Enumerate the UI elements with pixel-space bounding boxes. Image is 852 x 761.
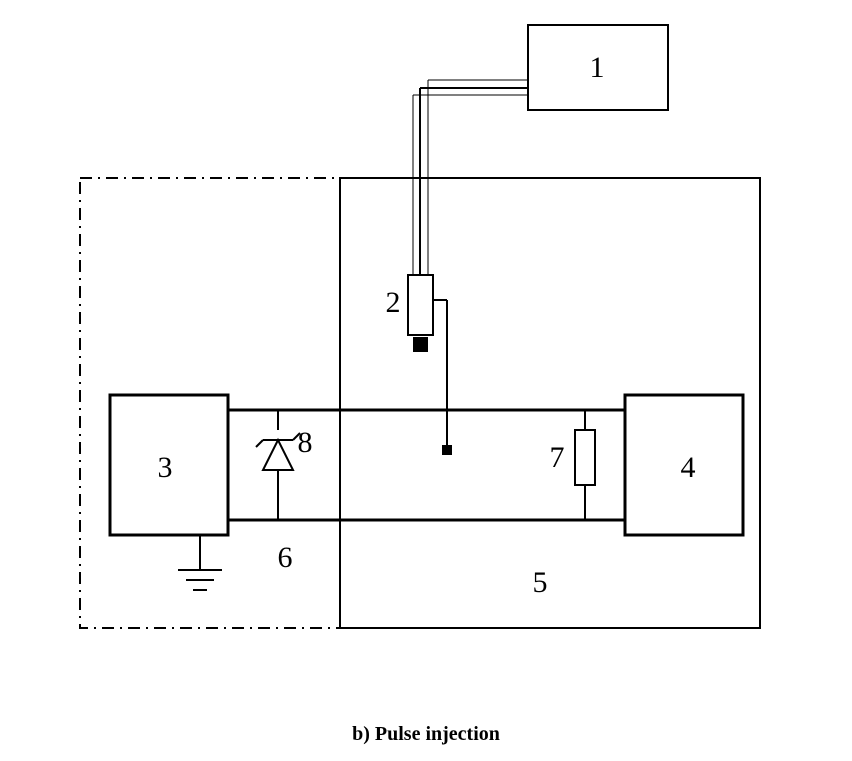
label-8: 8 [298, 426, 313, 459]
sensor-tip [442, 445, 452, 455]
diode-8-zener-bot [256, 440, 263, 447]
figure-caption: b) Pulse injection [352, 723, 500, 745]
label-1: 1 [590, 51, 605, 84]
label-6: 6 [278, 541, 293, 574]
probe-body [408, 275, 433, 335]
resistor-7-body [575, 430, 595, 485]
label-5: 5 [533, 566, 548, 599]
label-7: 7 [550, 441, 565, 474]
diode-8-triangle [263, 440, 293, 470]
label-4: 4 [681, 451, 696, 484]
label-3: 3 [158, 451, 173, 484]
label-2: 2 [386, 286, 401, 319]
probe-tip [413, 337, 428, 352]
enclosure-left-dashed [80, 178, 340, 628]
enclosure-right [340, 178, 760, 628]
